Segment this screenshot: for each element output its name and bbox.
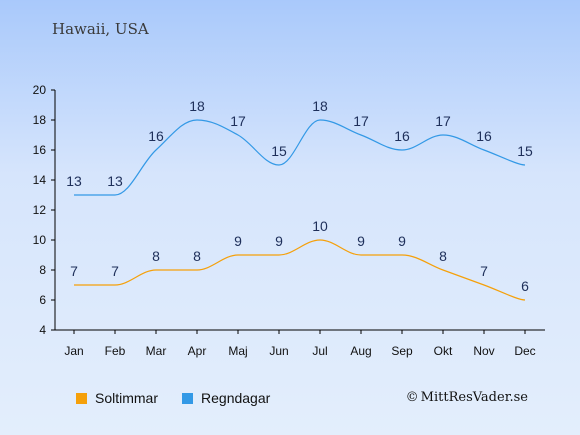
data-label-regndagar: 17 xyxy=(435,113,451,129)
data-label-soltimmar: 8 xyxy=(152,248,160,264)
x-tick-label: Feb xyxy=(105,344,126,358)
y-tick-label: 18 xyxy=(33,113,47,127)
legend-item-regndagar: Regndagar xyxy=(182,390,270,406)
x-tick-label: Mar xyxy=(146,344,167,358)
chart-title: Hawaii, USA xyxy=(52,20,149,38)
y-tick-label: 14 xyxy=(33,173,47,187)
x-tick-label: Jun xyxy=(269,344,288,358)
data-label-soltimmar: 9 xyxy=(234,233,242,249)
data-label-regndagar: 17 xyxy=(230,113,246,129)
x-tick-label: Jul xyxy=(312,344,327,358)
data-label-regndagar: 18 xyxy=(189,98,205,114)
data-label-soltimmar: 7 xyxy=(480,263,488,279)
data-label-regndagar: 15 xyxy=(271,143,287,159)
series-line-soltimmar xyxy=(74,239,526,301)
y-tick-label: 10 xyxy=(33,233,47,247)
x-tick-label: Jan xyxy=(64,344,83,358)
data-label-soltimmar: 10 xyxy=(312,218,328,234)
data-label-soltimmar: 9 xyxy=(357,233,365,249)
x-tick-label: Nov xyxy=(473,344,494,358)
y-tick-label: 6 xyxy=(39,293,46,307)
legend-item-soltimmar: Soltimmar xyxy=(76,390,158,406)
data-label-regndagar: 15 xyxy=(517,143,533,159)
data-label-soltimmar: 7 xyxy=(111,263,119,279)
data-label-soltimmar: 8 xyxy=(439,248,447,264)
data-label-soltimmar: 7 xyxy=(70,263,78,279)
credit-text: MittResVader.se xyxy=(420,390,528,405)
data-label-regndagar: 18 xyxy=(312,98,328,114)
x-tick-label: Dec xyxy=(514,344,535,358)
y-tick-label: 16 xyxy=(33,143,47,157)
data-label-regndagar: 13 xyxy=(107,173,123,189)
data-label-regndagar: 17 xyxy=(353,113,369,129)
data-label-regndagar: 16 xyxy=(476,128,492,144)
y-tick-label: 4 xyxy=(39,323,46,337)
data-label-soltimmar: 8 xyxy=(193,248,201,264)
x-tick-label: Apr xyxy=(188,344,207,358)
x-tick-label: Sep xyxy=(391,344,413,358)
series-line-regndagar xyxy=(74,119,526,196)
data-label-soltimmar: 9 xyxy=(398,233,406,249)
copyright-symbol: © xyxy=(405,390,419,405)
data-label-regndagar: 16 xyxy=(148,128,164,144)
legend-label-soltimmar: Soltimmar xyxy=(95,390,159,406)
x-tick-label: Okt xyxy=(434,344,453,358)
credit: © MittResVader.se xyxy=(406,390,528,405)
legend-swatch-soltimmar xyxy=(76,392,87,404)
x-tick-label: Aug xyxy=(350,344,371,358)
data-label-regndagar: 16 xyxy=(394,128,410,144)
data-label-soltimmar: 9 xyxy=(275,233,283,249)
legend: Soltimmar Regndagar xyxy=(76,390,294,406)
x-tick-label: Maj xyxy=(228,344,247,358)
y-tick-label: 12 xyxy=(33,203,47,217)
legend-swatch-regndagar xyxy=(182,392,194,404)
legend-label-regndagar: Regndagar xyxy=(201,390,271,406)
y-tick-label: 20 xyxy=(33,83,47,97)
data-label-soltimmar: 6 xyxy=(521,278,529,294)
data-label-regndagar: 13 xyxy=(66,173,82,189)
y-tick-label: 8 xyxy=(39,263,46,277)
